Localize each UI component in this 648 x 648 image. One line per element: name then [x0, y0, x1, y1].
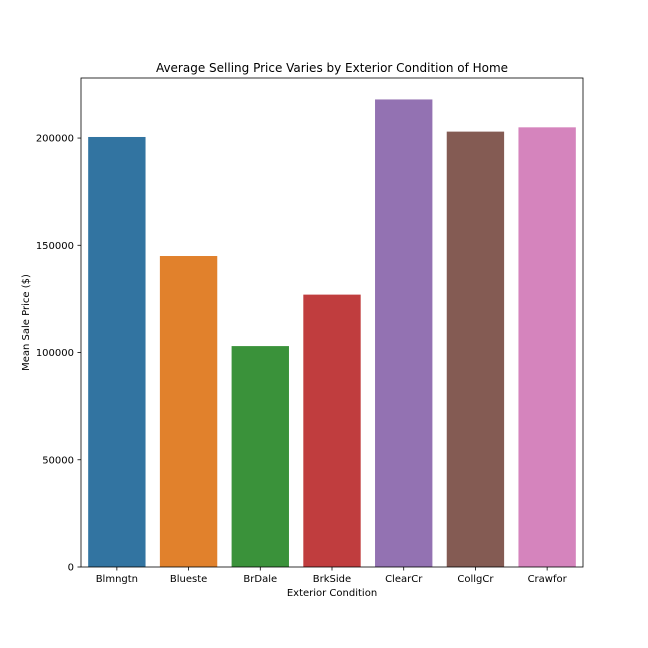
y-axis: 0 50000 100000 150000 200000 — [36, 134, 81, 574]
bar-crawfor — [518, 127, 576, 567]
y-tick-label: 0 — [68, 563, 74, 574]
bar-blueste — [159, 256, 218, 567]
x-tick-label: Crawfor — [528, 574, 568, 585]
bar-brdale — [231, 346, 289, 567]
y-tick-label: 50000 — [42, 455, 74, 466]
x-tick-label: Blmngtn — [96, 574, 138, 585]
plot-frame — [80, 77, 584, 568]
y-tick-label: 200000 — [36, 134, 74, 145]
bars-group — [88, 99, 576, 568]
x-tick-label: BrDale — [243, 574, 277, 585]
bar-clearcr — [375, 99, 433, 568]
x-tick-label: CollgCr — [457, 574, 494, 585]
x-tick-label: ClearCr — [385, 574, 423, 585]
bar-brkside — [303, 294, 361, 567]
y-axis-label: Mean Sale Price ($) — [21, 274, 32, 371]
x-tick-label: Blueste — [170, 574, 207, 585]
chart-title: Average Selling Price Varies by Exterior… — [156, 61, 508, 75]
y-tick-label: 100000 — [36, 348, 74, 359]
y-tick-label: 150000 — [36, 241, 74, 252]
x-axis: Blmngtn Blueste BrDale BrkSide ClearCr CollgC… — [96, 567, 568, 585]
x-axis-label: Exterior Condition — [287, 588, 377, 599]
x-tick-label: BrkSide — [313, 574, 351, 585]
bar-blmngtn — [88, 136, 146, 567]
bar-collgcr — [446, 131, 505, 568]
